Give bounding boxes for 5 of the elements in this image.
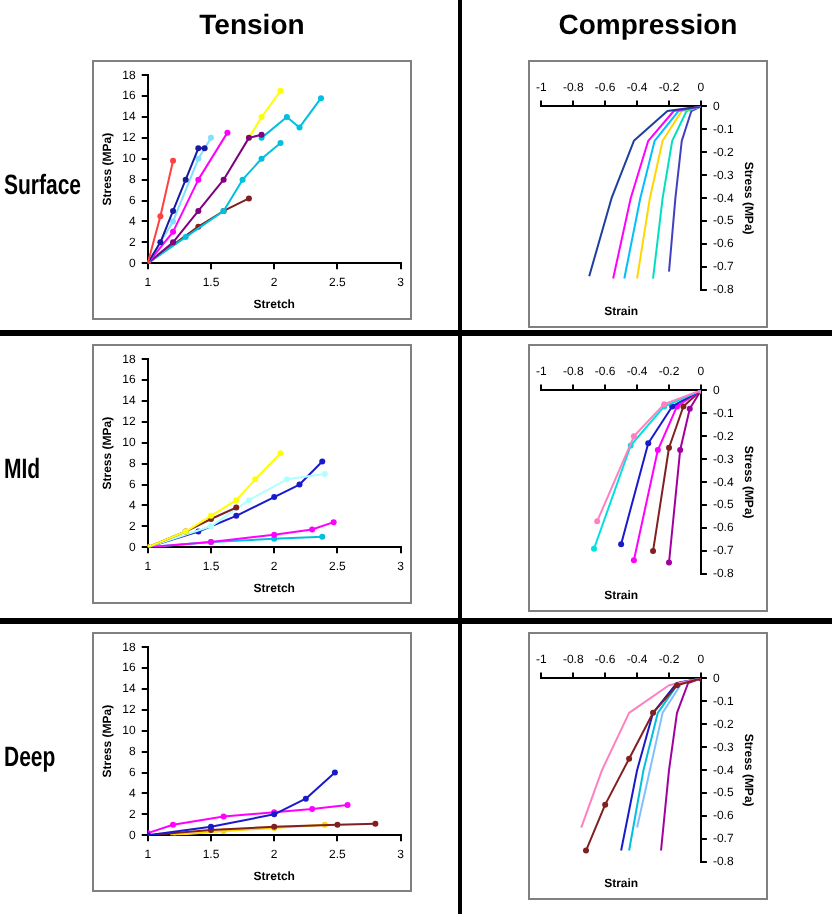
- chart-title: Compression: [556, 8, 740, 40]
- text: MId: [4, 452, 41, 484]
- text: Deep: [4, 740, 56, 772]
- text: Surface: [4, 168, 82, 200]
- chart-title: Tension: [197, 8, 307, 40]
